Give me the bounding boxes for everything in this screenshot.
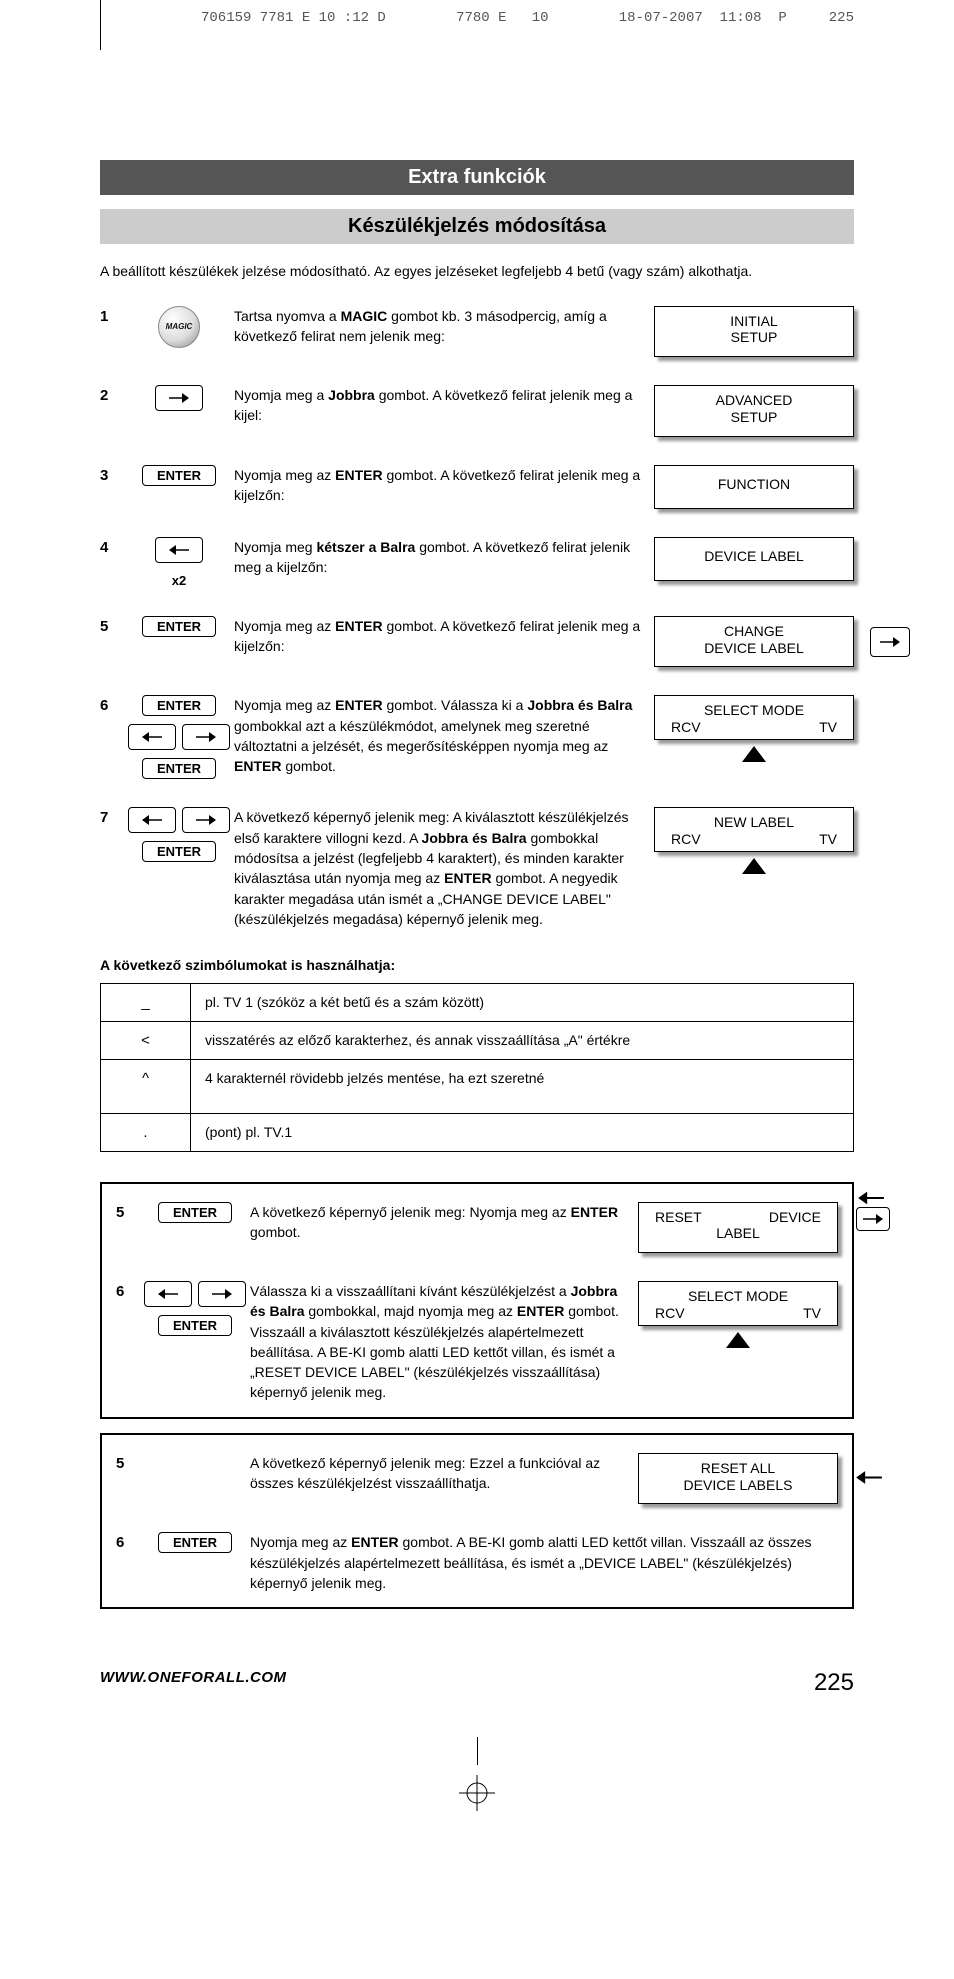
enter-button-icon: ENTER bbox=[158, 1315, 232, 1336]
step-2: 2 Nyomja meg a Jobbra gombot. A következ… bbox=[100, 385, 854, 437]
step-number: 6 bbox=[116, 1281, 140, 1300]
step-number: 5 bbox=[116, 1453, 140, 1472]
side-arrow-right-icon bbox=[870, 627, 910, 657]
lcd-display: FUNCTION bbox=[654, 465, 854, 509]
side-arrow-left-icon bbox=[854, 1468, 884, 1489]
print-header-left: 706159 7781 E 10 :12 D bbox=[201, 10, 386, 50]
lcd-display: SELECT MODE RCVTV bbox=[654, 695, 854, 740]
arrow-right-icon bbox=[182, 724, 230, 750]
arrow-left-icon bbox=[144, 1281, 192, 1307]
step-number: 5 bbox=[116, 1202, 140, 1221]
enter-button-icon: ENTER bbox=[142, 841, 216, 862]
symbol-heading: A következő szimbólumokat is használhatj… bbox=[100, 957, 854, 973]
enter-button-icon: ENTER bbox=[142, 695, 216, 716]
lcd-display: NEW LABEL RCVTV bbox=[654, 807, 854, 852]
symbol-cell: _ bbox=[101, 984, 191, 1022]
lcd-display: RESET ALL DEVICE LABELS bbox=[638, 1453, 838, 1505]
lcd-display: ADVANCED SETUP bbox=[654, 385, 854, 437]
arrow-left-icon bbox=[155, 537, 203, 563]
enter-button-icon: ENTER bbox=[158, 1532, 232, 1553]
lcd-display: RESETDEVICE LABEL bbox=[638, 1202, 838, 1253]
arrow-right-icon bbox=[198, 1281, 246, 1307]
print-header-mid: 7780 E 10 bbox=[456, 10, 548, 50]
lcd-display: DEVICE LABEL bbox=[654, 537, 854, 581]
step-text: A következő képernyő jelenik meg: A kivá… bbox=[234, 807, 654, 929]
step-number: 4 bbox=[100, 537, 124, 556]
arrow-left-icon bbox=[128, 807, 176, 833]
desc-cell: 4 karakternél rövidebb jelzés mentése, h… bbox=[191, 1060, 854, 1114]
step-text: Nyomja meg az ENTER gombot. A BE-KI gomb… bbox=[250, 1532, 838, 1593]
side-arrows-icon bbox=[856, 1189, 890, 1231]
step-text: Nyomja meg az ENTER gombot. Válassza ki … bbox=[234, 695, 654, 776]
step-text: Nyomja meg az ENTER gombot. A következő … bbox=[234, 465, 654, 506]
step-4: 4 x2 Nyomja meg kétszer a Balra gombot. … bbox=[100, 537, 854, 588]
step-text: Tartsa nyomva a MAGIC gombot kb. 3 másod… bbox=[234, 306, 654, 347]
step-number: 3 bbox=[100, 465, 124, 484]
step-text: A következő képernyő jelenik meg: Ezzel … bbox=[250, 1453, 638, 1494]
registration-mark-icon bbox=[459, 1775, 495, 1811]
box2-step-6: 6 ENTER Nyomja meg az ENTER gombot. A BE… bbox=[116, 1532, 838, 1593]
step-number: 1 bbox=[100, 306, 124, 325]
lcd-display: INITIAL SETUP bbox=[654, 306, 854, 358]
magic-button-icon: MAGIC bbox=[158, 306, 200, 348]
arrow-right-icon bbox=[155, 385, 203, 411]
step-number: 6 bbox=[100, 695, 124, 714]
symbol-cell: < bbox=[101, 1022, 191, 1060]
table-row: ^4 karakternél rövidebb jelzés mentése, … bbox=[101, 1060, 854, 1114]
box1-step-6: 6 ENTER Válassza ki a visszaállítani kív… bbox=[116, 1281, 838, 1403]
step-7: 7 ENTER A következő képernyő jelenik meg… bbox=[100, 807, 854, 929]
boxed-section-reset-all: 5 A következő képernyő jelenik meg: Ezze… bbox=[100, 1433, 854, 1609]
symbol-cell: ^ bbox=[101, 1060, 191, 1114]
footer-page-number: 225 bbox=[814, 1669, 854, 1697]
enter-button-icon: ENTER bbox=[142, 758, 216, 779]
arrow-left-icon bbox=[128, 724, 176, 750]
step-number: 2 bbox=[100, 385, 124, 404]
intro-text: A beállított készülékek jelzése módosíth… bbox=[100, 262, 854, 282]
desc-cell: visszatérés az előző karakterhez, és ann… bbox=[191, 1022, 854, 1060]
step-text: Válassza ki a visszaállítani kívánt kész… bbox=[250, 1281, 638, 1403]
step-text: Nyomja meg kétszer a Balra gombot. A köv… bbox=[234, 537, 654, 578]
lcd-display: CHANGE DEVICE LABEL bbox=[654, 616, 854, 668]
box1-step-5: 5 ENTER A következő képernyő jelenik meg… bbox=[116, 1202, 838, 1253]
page-footer: WWW.ONEFORALL.COM 225 bbox=[100, 1669, 854, 1697]
step-3: 3 ENTER Nyomja meg az ENTER gombot. A kö… bbox=[100, 465, 854, 509]
step-5: 5 ENTER Nyomja meg az ENTER gombot. A kö… bbox=[100, 616, 854, 668]
lcd-display: SELECT MODE RCVTV bbox=[638, 1281, 838, 1326]
section-subheading: Készülékjelzés módosítása bbox=[100, 209, 854, 244]
step-6: 6 ENTER ENTER Nyomja meg az ENTER gombot… bbox=[100, 695, 854, 779]
step-text: Nyomja meg a Jobbra gombot. A következő … bbox=[234, 385, 654, 426]
symbol-cell: . bbox=[101, 1114, 191, 1152]
crop-mark-icon bbox=[477, 1737, 478, 1765]
section-heading: Extra funkciók bbox=[100, 160, 854, 195]
table-row: <visszatérés az előző karakterhez, és an… bbox=[101, 1022, 854, 1060]
box2-step-5: 5 A következő képernyő jelenik meg: Ezze… bbox=[116, 1453, 838, 1505]
triangle-up-icon bbox=[742, 746, 766, 762]
table-row: _pl. TV 1 (szóköz a két betű és a szám k… bbox=[101, 984, 854, 1022]
x2-label: x2 bbox=[172, 573, 186, 588]
desc-cell: (pont) pl. TV.1 bbox=[191, 1114, 854, 1152]
step-text: A következő képernyő jelenik meg: Nyomja… bbox=[250, 1202, 638, 1243]
symbols-table: _pl. TV 1 (szóköz a két betű és a szám k… bbox=[100, 983, 854, 1152]
step-number: 7 bbox=[100, 807, 124, 826]
enter-button-icon: ENTER bbox=[158, 1202, 232, 1223]
step-text: Nyomja meg az ENTER gombot. A következő … bbox=[234, 616, 654, 657]
desc-cell: pl. TV 1 (szóköz a két betű és a szám kö… bbox=[191, 984, 854, 1022]
triangle-up-icon bbox=[726, 1332, 750, 1348]
enter-button-icon: ENTER bbox=[142, 465, 216, 486]
boxed-section-reset: 5 ENTER A következő képernyő jelenik meg… bbox=[100, 1182, 854, 1419]
step-number: 6 bbox=[116, 1532, 140, 1551]
footer-url: WWW.ONEFORALL.COM bbox=[100, 1669, 287, 1697]
step-1: 1 MAGIC Tartsa nyomva a MAGIC gombot kb.… bbox=[100, 306, 854, 358]
page: Extra funkciók Készülékjelzés módosítása… bbox=[0, 50, 954, 1737]
print-header-right: 18-07-2007 11:08 P 225 bbox=[619, 10, 854, 50]
print-header: 706159 7781 E 10 :12 D 7780 E 10 18-07-2… bbox=[100, 0, 954, 50]
triangle-up-icon bbox=[742, 858, 766, 874]
enter-button-icon: ENTER bbox=[142, 616, 216, 637]
table-row: .(pont) pl. TV.1 bbox=[101, 1114, 854, 1152]
arrow-right-icon bbox=[182, 807, 230, 833]
step-number: 5 bbox=[100, 616, 124, 635]
